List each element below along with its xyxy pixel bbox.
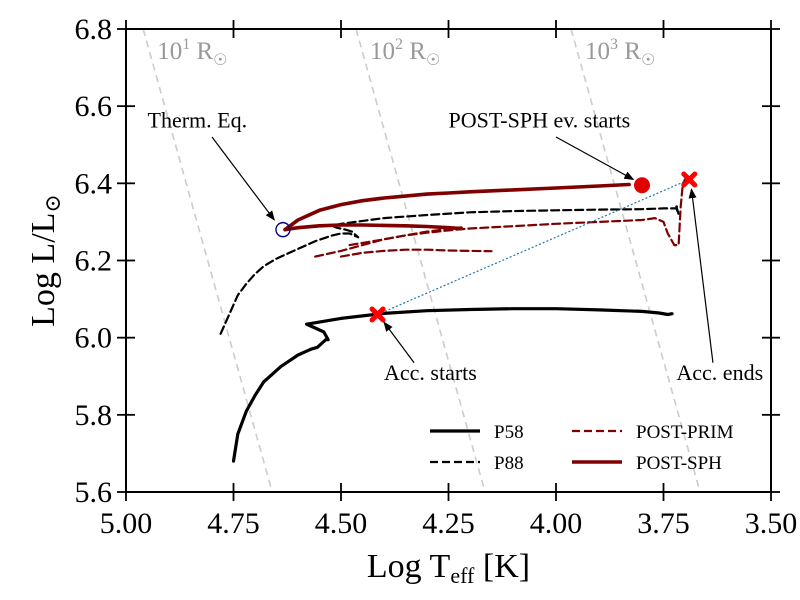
accretion-connector-line (377, 178, 690, 316)
x-tick-label: 3.50 (745, 507, 798, 540)
radius-line-3 (570, 29, 701, 492)
y-tick-label: 6.8 (75, 13, 113, 46)
x-tick-label: 4.75 (207, 507, 260, 540)
axes: 101 R☉ 102 R☉ 103 R☉ Therm. Eq. POST-SPH ev.… (25, 13, 797, 588)
x-tick-label: 4.25 (422, 507, 475, 540)
acc-starts-marker (369, 306, 386, 323)
radius-label-2: 102 R☉ (370, 36, 440, 69)
series-7-branch-line (283, 223, 464, 232)
y-tick-label: 6.4 (75, 167, 113, 200)
annotation-acc-ends: Acc. ends (676, 360, 763, 385)
therm-eq-marker (275, 221, 291, 238)
annotation-arrow-post-sph-ev-starts (555, 136, 635, 181)
y-tick-label: 5.6 (75, 476, 113, 509)
acc-ends-marker (681, 171, 698, 188)
radius-label-3: 103 R☉ (585, 36, 655, 69)
x-axis-label: Log Teff [K] (367, 548, 530, 588)
annotation-arrow-acc-starts (383, 321, 415, 364)
p88-line (219, 205, 682, 335)
plot-area (142, 29, 701, 492)
y-axis-label: Log L/L⊙ (25, 194, 65, 327)
post-sph-start-marker (634, 177, 650, 194)
x-tick-label: 4.50 (315, 507, 368, 540)
y-tick-label: 6.6 (75, 90, 113, 123)
legend-label-post-prim: POST-PRIM (636, 422, 734, 443)
x-tick-label: 3.75 (637, 507, 690, 540)
annotation-therm-eq: Therm. Eq. (148, 107, 248, 132)
legend-label-p88: P88 (494, 453, 524, 474)
x-tick-label: 4.00 (530, 507, 583, 540)
y-tick-label: 6.2 (75, 245, 113, 278)
radius-label-1: 101 R☉ (157, 36, 227, 69)
x-tick-label: 5.00 (100, 507, 153, 540)
y-tick-label: 6.0 (75, 322, 113, 355)
radius-line-2 (355, 29, 486, 492)
post-sph-line (283, 182, 631, 232)
radius-line-1 (142, 29, 273, 492)
y-tick-label: 5.8 (75, 399, 113, 432)
annotation-arrow-acc-ends (688, 188, 714, 363)
legend-label-post-sph: POST-SPH (636, 453, 722, 474)
annotation-post-sph-ev-starts: POST-SPH ev. starts (449, 107, 631, 132)
legend-label-p58: P58 (494, 422, 524, 443)
series-4-branch-line (339, 248, 493, 258)
series-5-branch-line (348, 226, 463, 247)
legend: P58 P88 POST-PRIM POST-SPH (430, 422, 734, 474)
p58-line (231, 307, 674, 463)
annotation-arrow-therm-eq (211, 136, 275, 221)
annotation-acc-starts: Acc. starts (384, 360, 477, 385)
